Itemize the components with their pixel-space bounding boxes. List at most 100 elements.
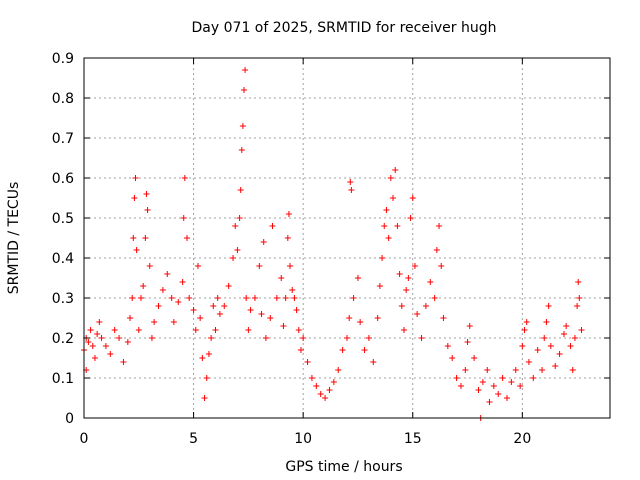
data-point	[313, 383, 320, 389]
data-point	[155, 303, 162, 309]
data-point	[556, 351, 563, 357]
data-point	[543, 319, 550, 325]
data-point	[205, 351, 212, 357]
data-point	[278, 275, 285, 281]
data-point	[376, 283, 383, 289]
data-point	[236, 215, 243, 221]
data-point	[251, 295, 258, 301]
data-point	[146, 263, 153, 269]
data-point	[130, 235, 137, 241]
data-point	[243, 295, 250, 301]
y-tick-label: 0.1	[52, 371, 74, 387]
data-point	[495, 391, 502, 397]
data-point	[374, 315, 381, 321]
data-point	[148, 335, 155, 341]
data-point	[475, 387, 482, 393]
data-point	[267, 315, 274, 321]
data-point	[335, 367, 342, 373]
data-point	[436, 223, 443, 229]
data-point	[392, 167, 399, 173]
data-point	[339, 347, 346, 353]
data-point	[280, 323, 287, 329]
data-point	[285, 211, 292, 217]
plot-frame	[83, 57, 611, 419]
data-point	[517, 383, 524, 389]
data-point	[237, 187, 244, 193]
data-point	[116, 335, 123, 341]
data-point	[418, 335, 425, 341]
data-point	[519, 343, 526, 349]
data-point	[523, 319, 530, 325]
data-point	[129, 295, 136, 301]
data-point	[238, 147, 245, 153]
data-point	[291, 295, 298, 301]
data-point	[232, 223, 239, 229]
x-tick-label: 20	[513, 431, 531, 447]
data-point	[194, 263, 201, 269]
data-point	[293, 307, 300, 313]
data-point	[365, 335, 372, 341]
data-point	[383, 207, 390, 213]
data-point	[576, 295, 583, 301]
data-point	[398, 303, 405, 309]
data-point	[96, 319, 103, 325]
data-point	[89, 343, 96, 349]
data-point	[350, 295, 357, 301]
data-point	[120, 359, 127, 365]
data-point	[214, 295, 221, 301]
data-point	[433, 247, 440, 253]
data-point	[490, 383, 497, 389]
data-point	[192, 327, 199, 333]
data-point	[273, 295, 280, 301]
data-point	[394, 223, 401, 229]
data-point	[547, 343, 554, 349]
data-point	[411, 263, 418, 269]
data-point	[269, 223, 276, 229]
data-point	[304, 359, 311, 365]
data-point	[530, 375, 537, 381]
data-point	[347, 179, 354, 185]
data-point	[464, 339, 471, 345]
data-point	[94, 331, 101, 337]
data-point	[132, 175, 139, 181]
data-point	[133, 247, 140, 253]
data-point	[427, 279, 434, 285]
data-point	[239, 123, 246, 129]
chart-title: Day 071 of 2025, SRMTID for receiver hug…	[192, 20, 497, 36]
data-point	[175, 299, 182, 305]
data-point	[390, 195, 397, 201]
data-point	[140, 283, 147, 289]
data-point	[85, 339, 92, 345]
data-point	[168, 295, 175, 301]
data-point	[453, 375, 460, 381]
data-point	[91, 355, 98, 361]
data-point	[181, 175, 188, 181]
data-point	[135, 327, 142, 333]
y-tick-label: 0.6	[52, 171, 74, 187]
data-point	[571, 335, 578, 341]
data-point	[330, 379, 337, 385]
data-point	[127, 315, 134, 321]
data-point	[131, 195, 138, 201]
data-point	[346, 315, 353, 321]
data-point	[567, 343, 574, 349]
y-tick-label: 0.8	[52, 91, 74, 107]
data-point	[449, 355, 456, 361]
data-point	[552, 363, 559, 369]
data-point	[499, 375, 506, 381]
data-point	[354, 275, 361, 281]
data-point	[111, 327, 118, 333]
data-point	[385, 235, 392, 241]
data-point	[379, 255, 386, 261]
data-point	[284, 235, 291, 241]
data-point	[151, 319, 158, 325]
data-point	[212, 327, 219, 333]
data-point	[242, 67, 249, 73]
data-point	[575, 279, 582, 285]
data-point	[578, 327, 585, 333]
data-point	[508, 379, 515, 385]
data-point	[240, 87, 247, 93]
data-point	[484, 367, 491, 373]
y-axis-label: SRMTID / TECUs	[6, 182, 22, 295]
data-point	[462, 367, 469, 373]
